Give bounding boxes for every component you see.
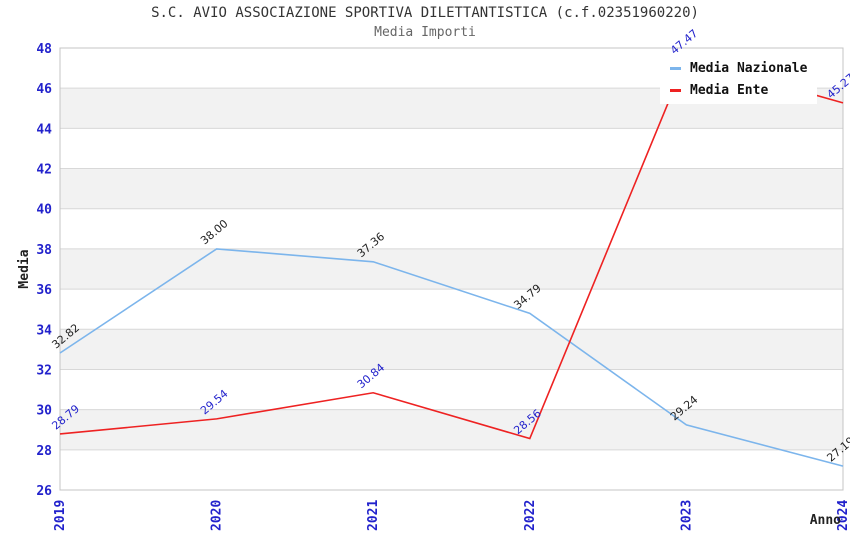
y-axis-title: Media — [17, 249, 32, 288]
data-label: 38.00 — [198, 217, 230, 247]
legend-swatch-blue-line-icon — [670, 67, 681, 70]
x-tick-label: 2020 — [210, 500, 225, 531]
x-tick-label: 2019 — [53, 500, 68, 531]
plot-band — [60, 329, 843, 370]
plot-band — [60, 248, 843, 290]
x-tick-label: 2023 — [679, 500, 694, 531]
x-tick-label: 2024 — [836, 500, 850, 531]
plot-band — [60, 168, 843, 209]
y-tick-label: 34 — [36, 323, 52, 338]
y-tick-label: 26 — [36, 484, 52, 499]
series-line-media-nazionale — [59, 248, 844, 467]
chart-title: S.C. AVIO ASSOCIAZIONE SPORTIVA DILETTAN… — [151, 5, 699, 21]
y-tick-label: 30 — [36, 404, 52, 419]
y-tick-label: 44 — [36, 122, 52, 137]
legend-label: Media Nazionale — [690, 61, 808, 76]
y-tick-label: 28 — [36, 444, 52, 459]
plot-border — [59, 47, 844, 491]
y-tick-label: 46 — [36, 82, 52, 97]
x-axis-title: Anno — [810, 513, 841, 528]
legend-item-media-ente: Media Ente — [670, 83, 807, 98]
legend-swatch-red-line-icon — [670, 89, 681, 92]
legend-label: Media Ente — [690, 83, 769, 98]
y-tick-label: 36 — [36, 283, 52, 298]
y-tick-label: 40 — [36, 203, 52, 218]
data-label: 47.47 — [668, 27, 700, 57]
x-tick-label: 2022 — [523, 500, 538, 531]
y-tick-label: 48 — [36, 42, 52, 57]
y-tick-label: 38 — [36, 243, 52, 258]
y-tick-label: 42 — [36, 163, 52, 178]
x-tick-label: 2021 — [366, 500, 381, 531]
chart-subtitle: Media Importi — [374, 25, 476, 40]
data-label: 45.27 — [825, 71, 850, 101]
legend-item-media-nazionale: Media Nazionale — [670, 61, 807, 76]
y-tick-label: 32 — [36, 363, 52, 378]
legend: Media Nazionale Media Ente — [660, 56, 818, 104]
